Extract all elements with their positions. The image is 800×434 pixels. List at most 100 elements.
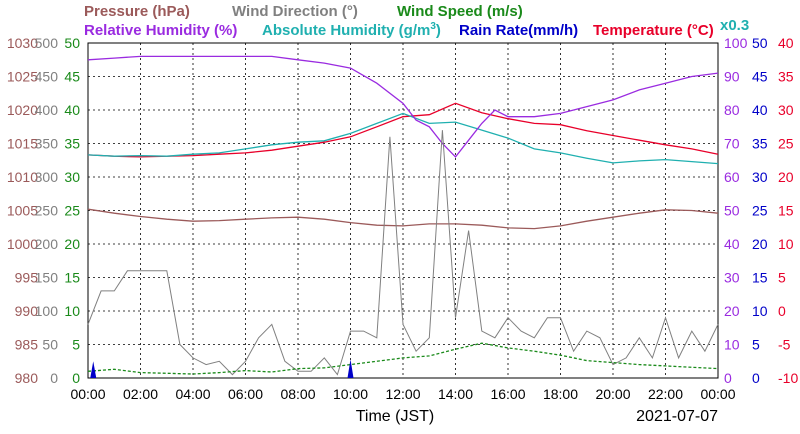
tick-label: 10 [724,337,740,353]
tick-label: 10 [752,303,768,319]
legend-entry: Wind Direction (°) [232,3,358,20]
legend-entry: Pressure (hPa) [84,3,190,20]
legend-entry: x0.3 [720,17,749,34]
x-tick-label: 08:00 [280,386,315,402]
tick-label: 15 [752,270,768,286]
tick-label: 450 [35,69,59,85]
tick-label: 50 [64,35,80,51]
series-line [87,112,719,165]
tick-label: 25 [778,136,794,152]
x-tick-label: 16:00 [490,386,525,402]
tick-label: 5 [752,337,760,353]
tick-label: 45 [64,69,80,85]
tick-label: 30 [752,169,768,185]
tick-label: -10 [778,370,798,386]
x-tick-label: 12:00 [385,386,420,402]
tick-label: 500 [35,35,59,51]
tick-label: 30 [778,102,794,118]
tick-label: 5 [72,337,80,353]
tick-label: 350 [35,136,59,152]
tick-label: 985 [15,337,39,353]
tick-label: 15 [64,270,80,286]
rain-mark [90,361,97,378]
tick-label: 150 [35,270,59,286]
series-line [87,102,719,158]
tick-label: 1020 [7,102,38,118]
x-axis: 00:00 02:00 04:00 06:00 08:00 10:00 12:00 14:00… [70,386,735,402]
tick-label: 100 [724,35,748,51]
tick-label: 15 [778,203,794,219]
tick-label: 35 [64,136,80,152]
legend-entry: Rain Rate(mm/h) [459,22,578,39]
tick-label: 1015 [7,136,38,152]
series-line [87,130,719,376]
tick-label: 35 [752,136,768,152]
x-tick-label: 06:00 [228,386,263,402]
tick-label: 40 [778,35,794,51]
left-axes: 9809859909951000100510101015102010251030… [7,35,80,386]
tick-label: 1030 [7,35,38,51]
legend-entry: Relative Humidity (%) [84,22,237,39]
legend-entry: Absolute Humidity (g/m3) [262,21,441,39]
tick-label: 0 [778,303,786,319]
tick-label: 25 [752,203,768,219]
rain-mark [347,359,354,378]
tick-label: 400 [35,102,59,118]
tick-label: 40 [724,236,740,252]
tick-label: 5 [778,270,786,286]
tick-label: 0 [724,370,732,386]
x-tick-label: 20:00 [595,386,630,402]
tick-label: 10 [778,236,794,252]
grid [87,42,719,379]
tick-label: 30 [724,270,740,286]
series-line [87,208,719,230]
legend: Pressure (hPa) Wind Direction (°) Wind Spe… [84,3,749,39]
right-axes: 0102030405060708090100051015202530354045… [724,35,798,386]
tick-label: 70 [724,136,740,152]
tick-label: 50 [42,337,58,353]
tick-label: 1000 [7,236,38,252]
tick-label: 0 [50,370,58,386]
series-line [87,342,719,375]
tick-label: 20 [752,236,768,252]
tick-label: 20 [778,169,794,185]
tick-label: 60 [724,169,740,185]
x-tick-label: 02:00 [123,386,158,402]
x-tick-label: 22:00 [648,386,683,402]
tick-label: 1025 [7,69,38,85]
tick-label: 25 [64,203,80,219]
tick-label: 10 [64,303,80,319]
x-tick-label: 00:00 [700,386,735,402]
tick-label: -5 [778,337,791,353]
legend-entry: Wind Speed (m/s) [397,3,523,20]
x-axis-label: Time (JST) [356,408,435,425]
tick-label: 80 [724,102,740,118]
x-tick-label: 14:00 [438,386,473,402]
tick-label: 30 [64,169,80,185]
tick-label: 1005 [7,203,38,219]
tick-label: 0 [72,370,80,386]
x-tick-label: 00:00 [70,386,105,402]
x-tick-label: 10:00 [333,386,368,402]
date-label: 2021-07-07 [636,408,718,425]
tick-label: 990 [15,303,39,319]
plot-area [87,55,719,378]
tick-label: 100 [35,303,59,319]
tick-label: 0 [752,370,760,386]
tick-label: 200 [35,236,59,252]
tick-label: 35 [778,69,794,85]
tick-label: 45 [752,69,768,85]
tick-label: 1010 [7,169,38,185]
tick-label: 20 [724,303,740,319]
tick-label: 980 [15,370,39,386]
tick-label: 50 [724,203,740,219]
tick-label: 40 [64,102,80,118]
series-line [87,55,719,158]
tick-label: 300 [35,169,59,185]
x-tick-label: 18:00 [543,386,578,402]
tick-label: 20 [64,236,80,252]
x-tick-label: 04:00 [175,386,210,402]
tick-label: 995 [15,270,39,286]
tick-label: 40 [752,102,768,118]
